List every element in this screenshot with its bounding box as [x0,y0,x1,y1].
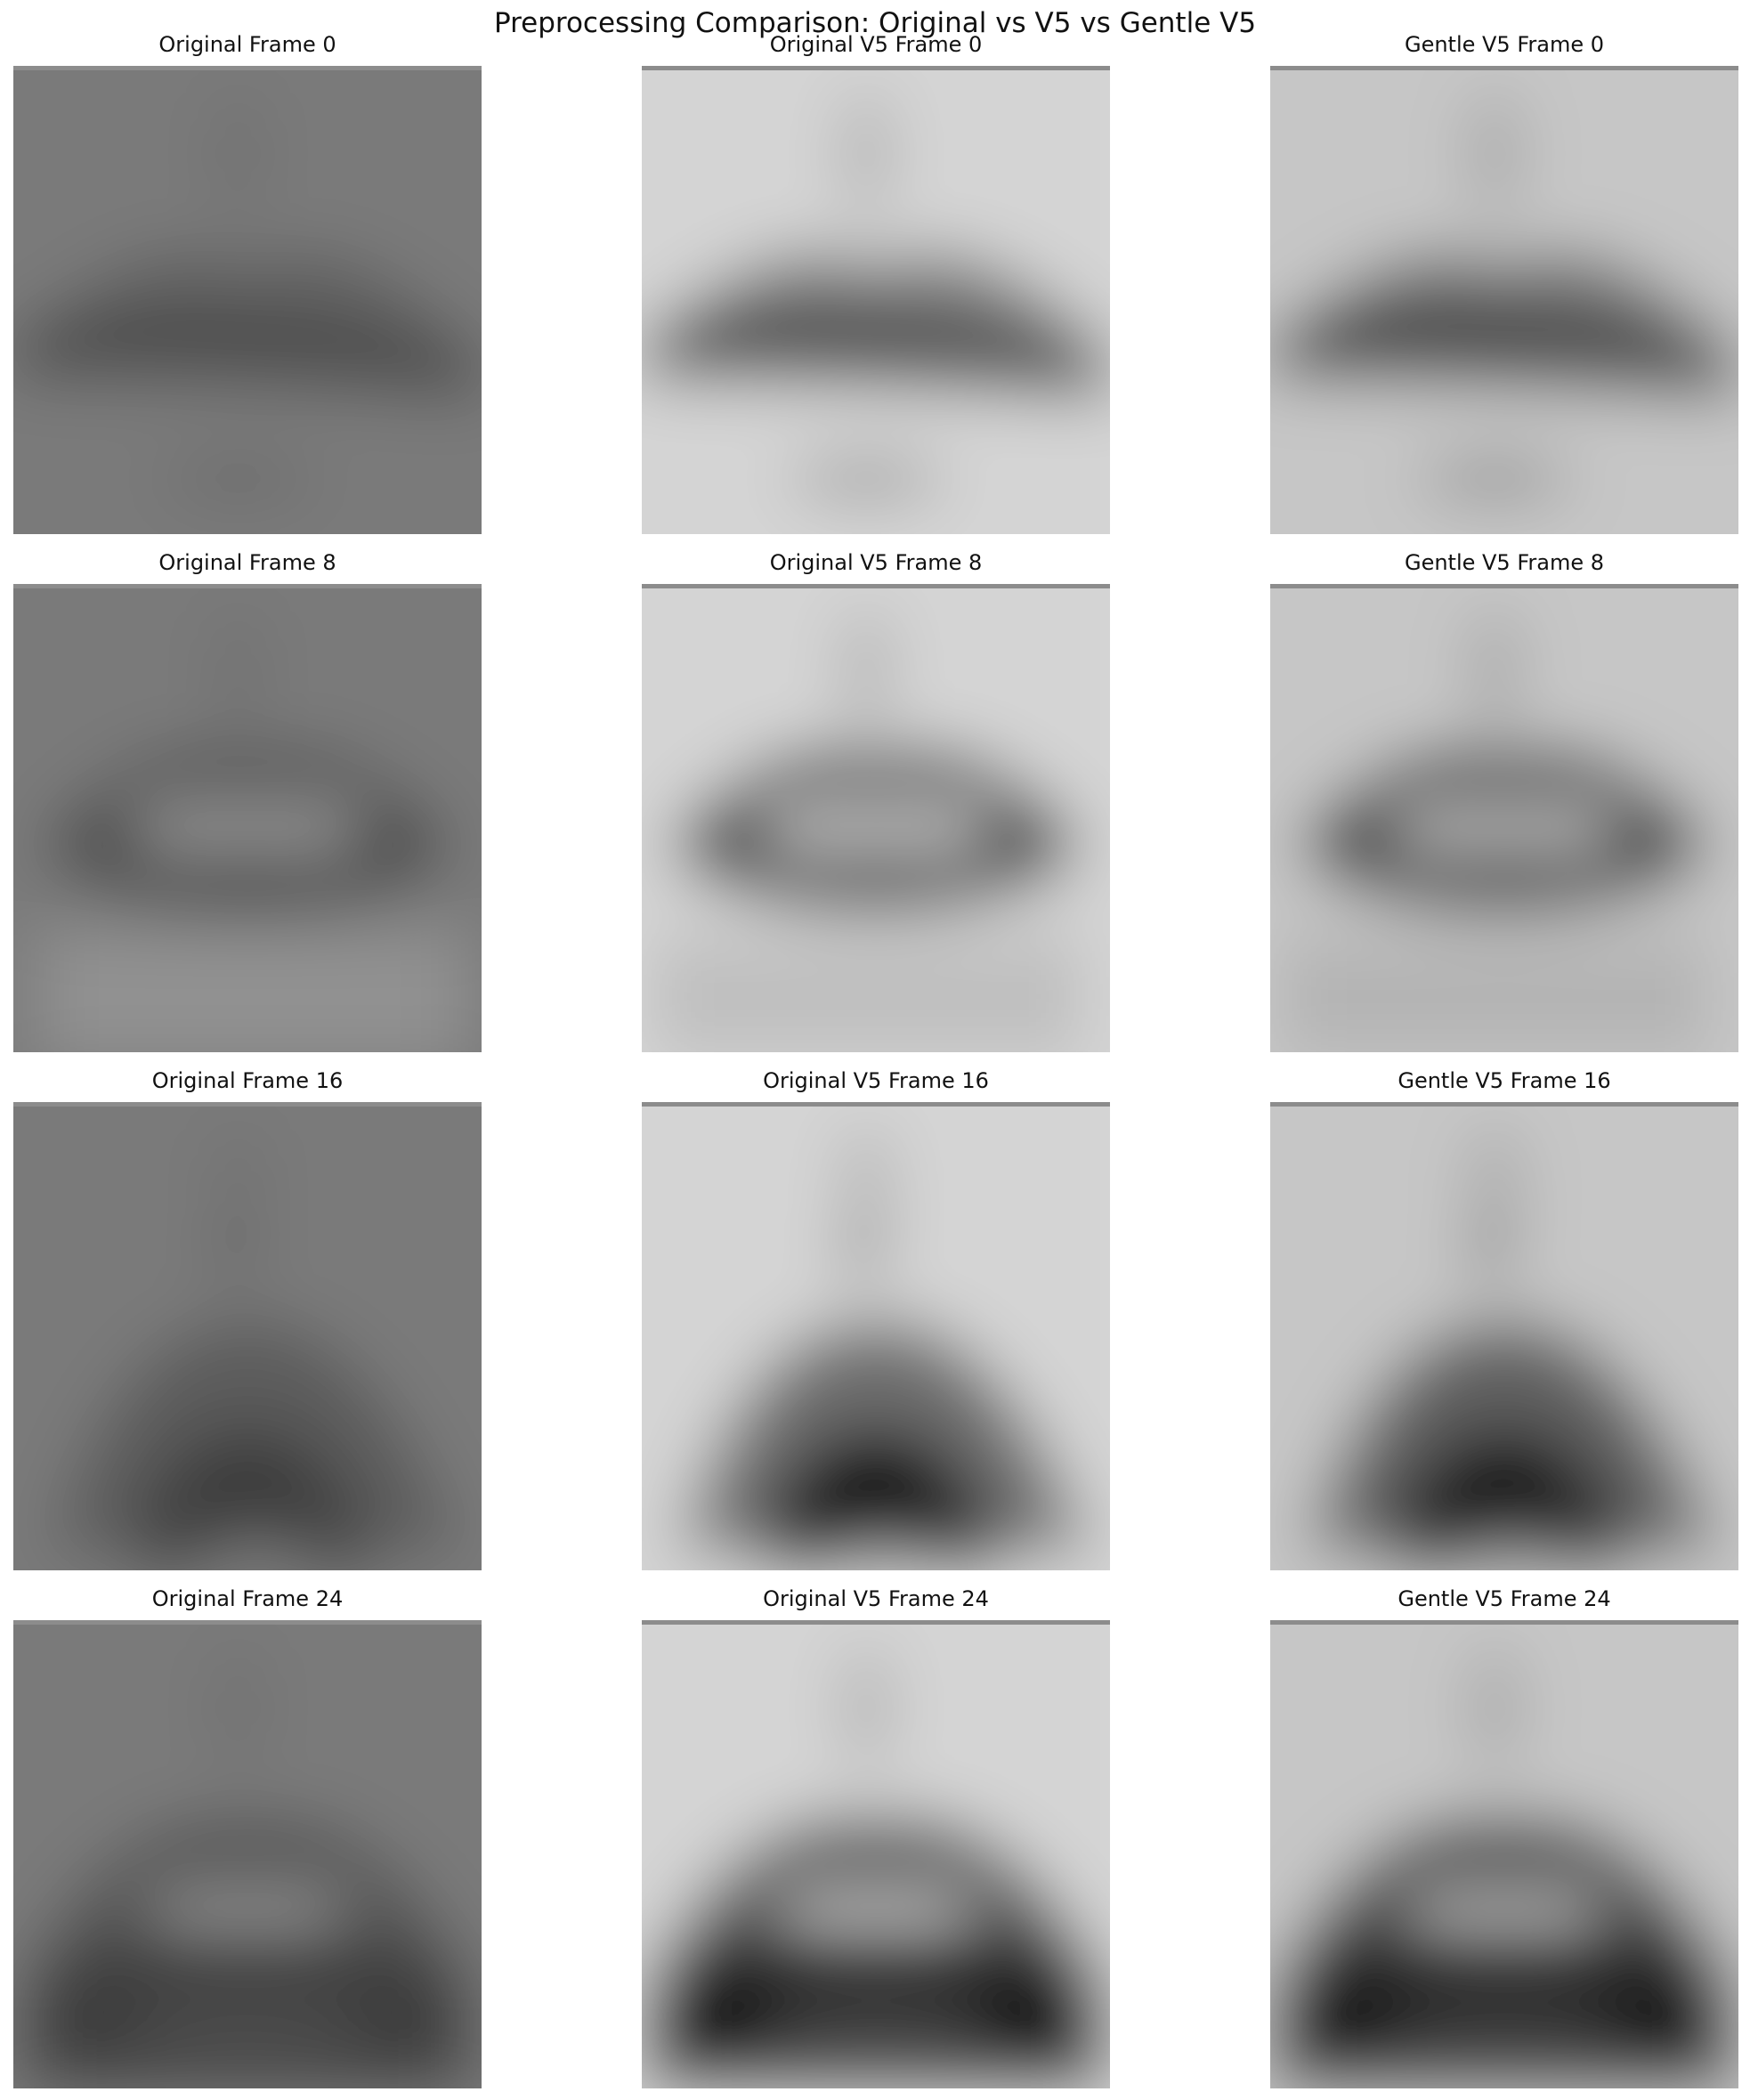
frame-image [13,1102,482,1570]
frame-image [642,66,1110,534]
frame-image [1270,584,1738,1052]
mouth-image [642,1625,1110,2088]
frame-image [1270,1620,1738,2088]
panel-title: Gentle V5 Frame 24 [1217,1586,1750,1611]
panel-title: Original V5 Frame 8 [588,550,1163,575]
mouth-image [1270,588,1738,1052]
mouth-image [1270,70,1738,534]
frame-image [642,1102,1110,1570]
frame-image [13,1620,482,2088]
panel-title: Gentle V5 Frame 16 [1217,1068,1750,1093]
mouth-image [1270,1107,1738,1570]
panel-title: Original V5 Frame 16 [588,1068,1163,1093]
mouth-image [642,70,1110,534]
mouth-image [642,588,1110,1052]
mouth-image [13,1107,482,1570]
panel-title: Original Frame 16 [0,1068,535,1093]
mouth-image [13,70,482,534]
mouth-image [1270,1625,1738,2088]
mouth-image [13,588,482,1052]
mouth-image [13,1625,482,2088]
frame-image [1270,66,1738,534]
frame-image [13,66,482,534]
frame-image [1270,1102,1738,1570]
figure-title: Preprocessing Comparison: Original vs V5… [0,7,1750,39]
panel-title: Gentle V5 Frame 8 [1217,550,1750,575]
panel-title: Original Frame 24 [0,1586,535,1611]
frame-image [642,584,1110,1052]
panel-title: Original V5 Frame 24 [588,1586,1163,1611]
mouth-image [642,1107,1110,1570]
panel-title: Original Frame 8 [0,550,535,575]
frame-image [642,1620,1110,2088]
frame-image [13,584,482,1052]
